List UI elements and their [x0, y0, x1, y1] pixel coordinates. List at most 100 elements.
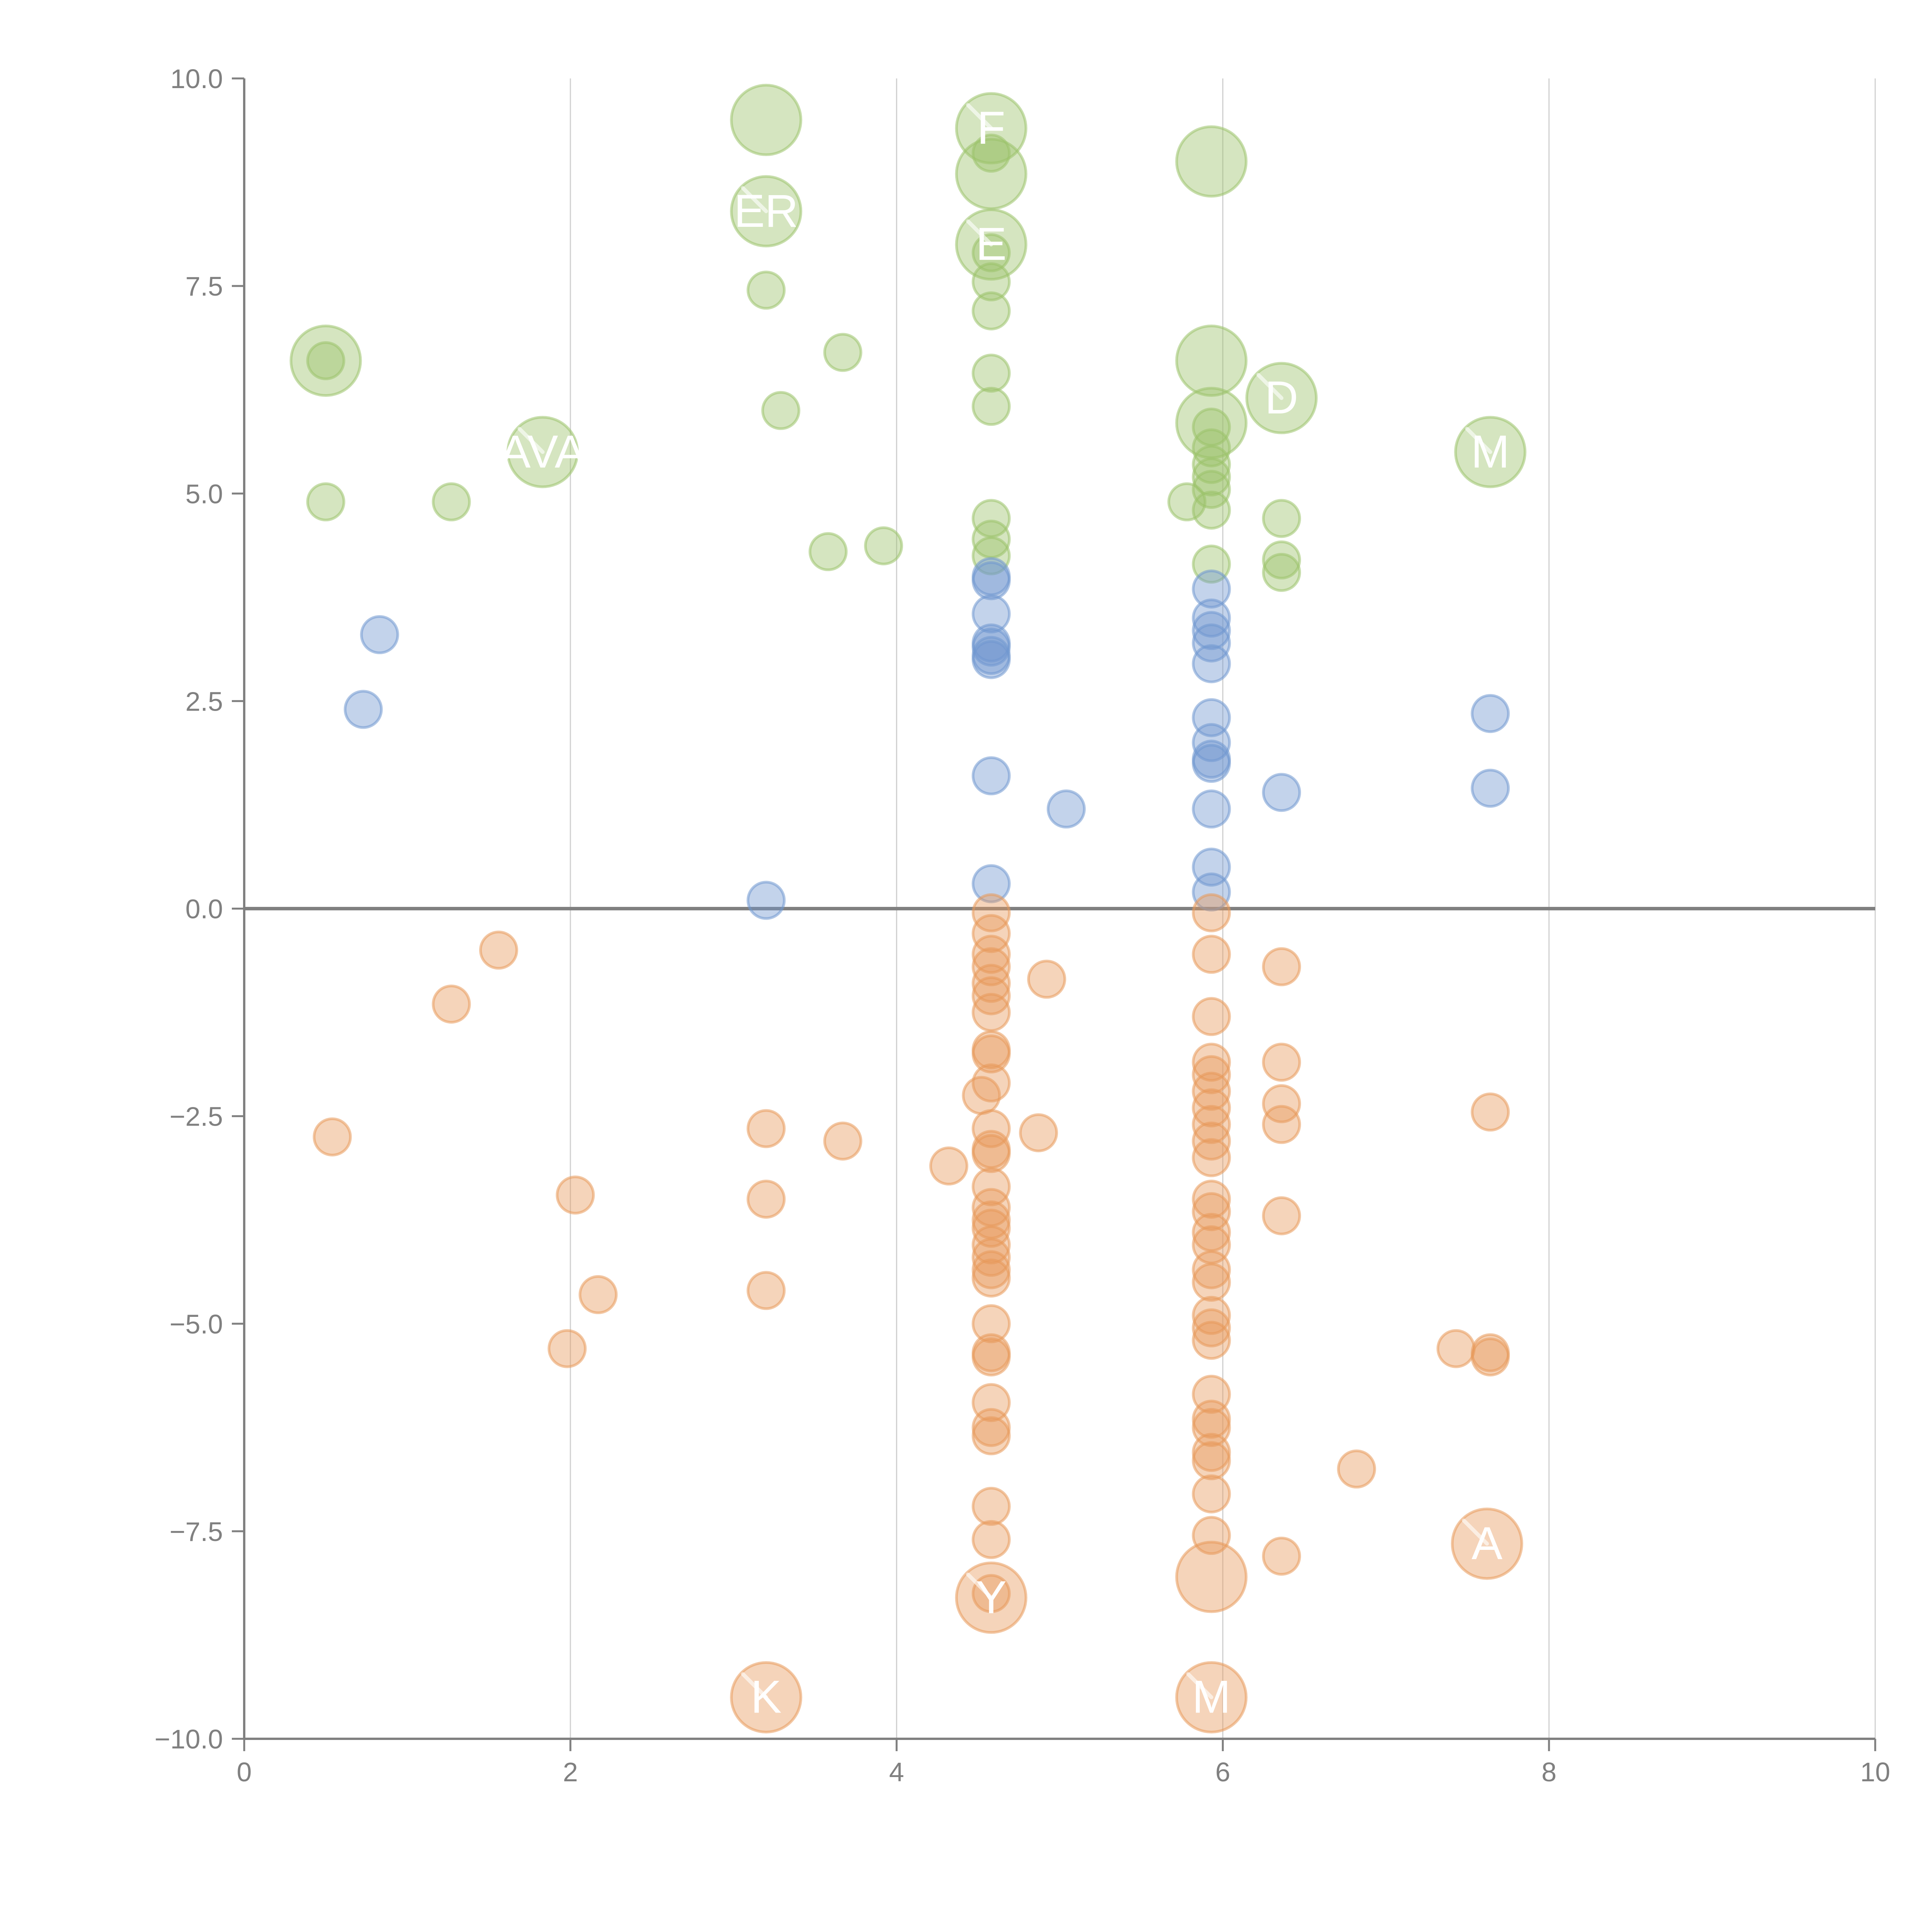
data-point-orange — [971, 1250, 1011, 1289]
data-point-orange — [971, 1134, 1011, 1173]
data-point-green — [1167, 482, 1207, 522]
data-point-blue — [1192, 611, 1231, 650]
data-point-orange — [1192, 1433, 1231, 1472]
data-point-green — [289, 324, 362, 397]
data-point-orange — [1262, 1536, 1301, 1576]
data-point-orange — [747, 1179, 786, 1219]
x-tick-label: 0 — [237, 1757, 252, 1787]
data-point-orange — [1192, 1250, 1231, 1289]
data-point-orange — [578, 1275, 618, 1315]
data-point-green — [761, 391, 801, 430]
data-point-orange — [1262, 1084, 1301, 1123]
data-point-orange — [971, 914, 1011, 953]
data-point-blue — [1192, 623, 1231, 663]
data-point-orange — [1436, 1329, 1476, 1368]
data-point-green — [306, 341, 345, 380]
point-label: E — [976, 218, 1007, 270]
data-point-orange — [1192, 1071, 1231, 1111]
data-point-orange — [1192, 1321, 1231, 1360]
point-label: K — [751, 1671, 782, 1723]
y-tick-label: 2.5 — [185, 686, 223, 716]
data-point-orange — [1192, 1474, 1231, 1514]
data-point-orange — [971, 964, 1011, 1003]
data-point-orange — [971, 935, 1011, 974]
y-tick-label: 10.0 — [170, 64, 223, 94]
data-point-orange — [1262, 1043, 1301, 1082]
data-point-blue — [344, 690, 383, 729]
data-point-orange — [1192, 1262, 1231, 1302]
label-leader-line — [741, 1672, 768, 1699]
data-point-orange — [971, 1337, 1011, 1377]
point-label: M — [1192, 1671, 1231, 1723]
point-label: Y — [976, 1571, 1007, 1623]
data-point-orange — [1192, 1192, 1231, 1231]
data-point-green — [1262, 540, 1301, 580]
data-point-blue — [971, 628, 1011, 667]
data-point-green — [1175, 324, 1248, 397]
y-tick-label: 7.5 — [185, 271, 223, 301]
y-tick-label: −7.5 — [170, 1517, 223, 1547]
data-point-orange — [1471, 1092, 1510, 1132]
data-point-orange — [1175, 1541, 1248, 1613]
data-point-green — [971, 387, 1011, 426]
point-label: F — [977, 102, 1005, 154]
point-label: D — [1265, 372, 1298, 423]
label-leader-line — [1465, 427, 1492, 454]
data-point-blue — [1046, 789, 1086, 829]
x-tick-label: 8 — [1541, 1757, 1556, 1787]
data-point-orange — [1192, 1400, 1231, 1439]
data-point-orange — [929, 1146, 968, 1186]
label-leader-line — [1186, 1672, 1214, 1699]
data-point-green — [1262, 553, 1301, 592]
data-point-blue — [1192, 789, 1231, 829]
data-point-blue — [360, 615, 399, 654]
data-point-orange — [1471, 1337, 1510, 1377]
data-point-orange — [971, 1209, 1011, 1248]
data-point-green — [823, 333, 862, 372]
data-point-green — [1192, 490, 1231, 530]
data-point-orange — [1192, 997, 1231, 1036]
data-point-blue — [971, 756, 1011, 796]
y-tick-label: −5.0 — [170, 1309, 223, 1339]
data-point-green — [1192, 457, 1231, 497]
data-point-blue — [971, 864, 1011, 903]
x-tick-label: 6 — [1215, 1757, 1230, 1787]
data-point-green — [1175, 125, 1248, 198]
y-tick-label: −10.0 — [155, 1724, 223, 1754]
data-point-blue — [1192, 723, 1231, 762]
y-tick-label: 5.0 — [185, 479, 223, 509]
data-point-green — [747, 270, 786, 310]
data-point-orange — [1262, 1105, 1301, 1144]
data-point-blue — [1262, 773, 1301, 812]
data-point-blue — [1192, 872, 1231, 912]
data-point-orange — [548, 1329, 587, 1368]
data-point-green — [306, 482, 345, 522]
data-point-green — [1192, 470, 1231, 509]
data-point-orange — [971, 1167, 1011, 1206]
y-ticks: −10.0 −7.5 −5.0 −2.5 0.0 2.5 5.0 7.5 10.0 — [155, 64, 244, 1754]
data-point-green — [1262, 499, 1301, 538]
data-point-orange — [1192, 1441, 1231, 1480]
data-point-orange — [971, 976, 1011, 1015]
data-point-orange — [971, 1416, 1011, 1456]
data-point-green — [971, 133, 1011, 173]
data-point-orange — [1192, 1105, 1231, 1144]
data-point-orange — [1192, 1308, 1231, 1347]
x-tick-label: 10 — [1860, 1757, 1890, 1787]
data-point-orange — [1192, 1121, 1231, 1161]
y-tick-label: 0.0 — [185, 894, 223, 924]
data-point-orange — [1192, 1138, 1231, 1177]
data-point-orange — [971, 1574, 1011, 1613]
data-point-orange — [971, 947, 1011, 986]
data-point-orange — [823, 1121, 862, 1161]
data-point-green — [971, 291, 1011, 331]
label-leader-line — [741, 186, 768, 213]
data-point-orange — [1192, 1055, 1231, 1094]
data-point-green — [971, 262, 1011, 301]
label-leader-line — [966, 103, 993, 130]
label-leader-line — [517, 427, 545, 454]
data-point-orange — [1262, 1196, 1301, 1235]
data-point-blue — [1192, 569, 1231, 609]
point-label: ER — [734, 185, 798, 237]
